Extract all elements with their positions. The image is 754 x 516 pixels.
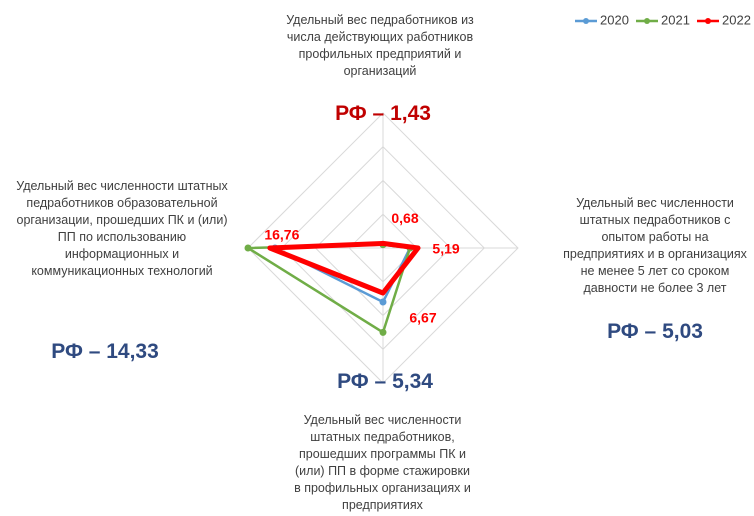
legend-label: 2022	[722, 12, 751, 27]
value-label: 0,68	[391, 210, 418, 226]
legend-marker	[583, 18, 589, 24]
axis-label: Удельный вес численности штатных педрабо…	[563, 196, 747, 295]
series-marker	[379, 328, 387, 336]
legend-label: 2021	[661, 12, 690, 27]
annotation: РФ – 14,33	[51, 340, 159, 363]
series-marker	[416, 246, 420, 250]
axis-label: Удельный вес численности штатных педрабо…	[16, 179, 228, 278]
value-label: 6,67	[409, 310, 436, 326]
annotation: РФ – 1,43	[335, 102, 431, 125]
axis-label: Удельный вес численности штатных педрабо…	[294, 413, 471, 512]
legend-label: 2020	[600, 12, 629, 27]
axis-label: Удельный вес педработников из числа дейс…	[286, 13, 474, 78]
value-label: 5,19	[432, 241, 459, 257]
value-label: 16,76	[264, 227, 299, 243]
annotation: РФ – 5,34	[337, 370, 433, 393]
series-marker	[244, 244, 252, 252]
series-marker	[268, 246, 272, 250]
legend-marker	[644, 18, 650, 24]
legend-marker	[705, 18, 711, 24]
series-marker	[381, 241, 385, 245]
annotation: РФ – 5,03	[607, 320, 703, 343]
series-line	[267, 240, 421, 296]
series-marker	[379, 298, 387, 306]
series-line	[273, 243, 412, 304]
series-marker	[381, 291, 385, 295]
